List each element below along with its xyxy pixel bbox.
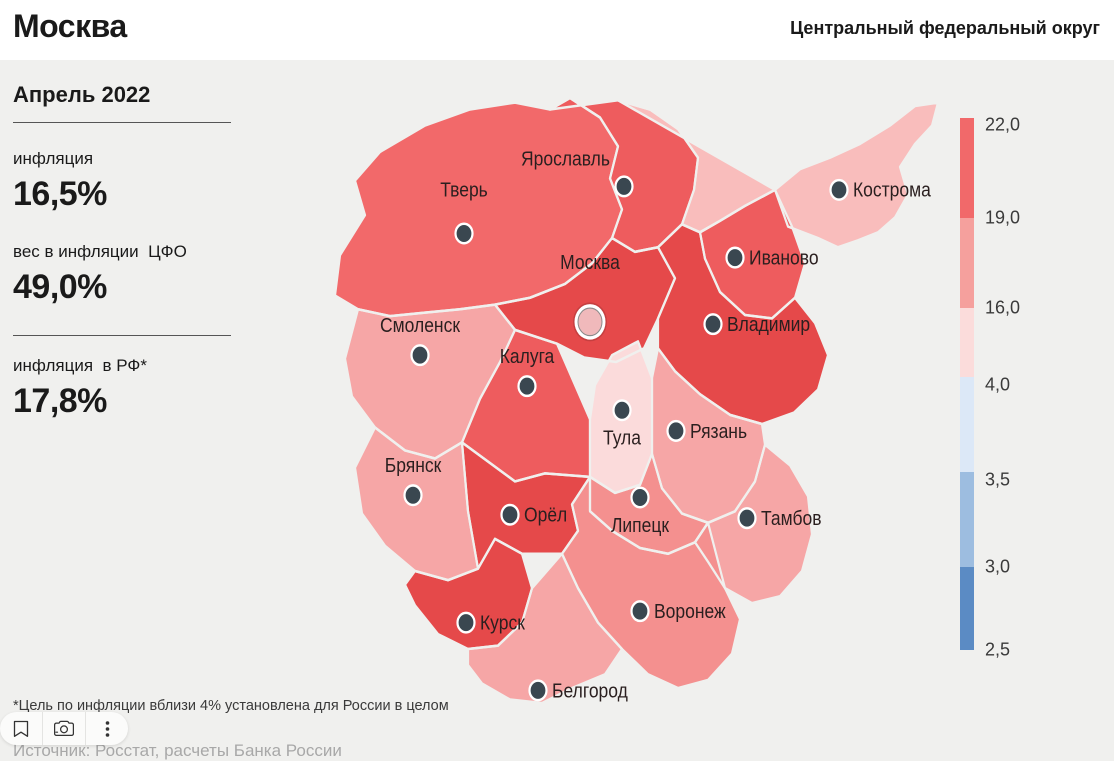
svg-text:Орёл: Орёл xyxy=(524,503,567,525)
svg-text:Кострома: Кострома xyxy=(853,179,931,201)
svg-text:Калуга: Калуга xyxy=(500,345,555,367)
svg-text:Москва: Москва xyxy=(560,251,620,273)
svg-text:Смоленск: Смоленск xyxy=(380,314,461,336)
svg-text:Тула: Тула xyxy=(603,427,641,449)
svg-text:Воронеж: Воронеж xyxy=(654,600,726,622)
svg-text:Рязань: Рязань xyxy=(690,420,747,442)
svg-text:Ярославль: Ярославль xyxy=(521,148,610,170)
svg-text:Брянск: Брянск xyxy=(385,454,442,476)
svg-text:Владимир: Владимир xyxy=(727,313,810,335)
svg-text:Липецк: Липецк xyxy=(611,514,670,536)
svg-text:Белгород: Белгород xyxy=(552,679,628,701)
svg-text:Иваново: Иваново xyxy=(749,246,819,268)
svg-text:Тамбов: Тамбов xyxy=(761,507,821,529)
svg-text:Курск: Курск xyxy=(480,611,526,633)
svg-text:Тверь: Тверь xyxy=(440,179,488,201)
